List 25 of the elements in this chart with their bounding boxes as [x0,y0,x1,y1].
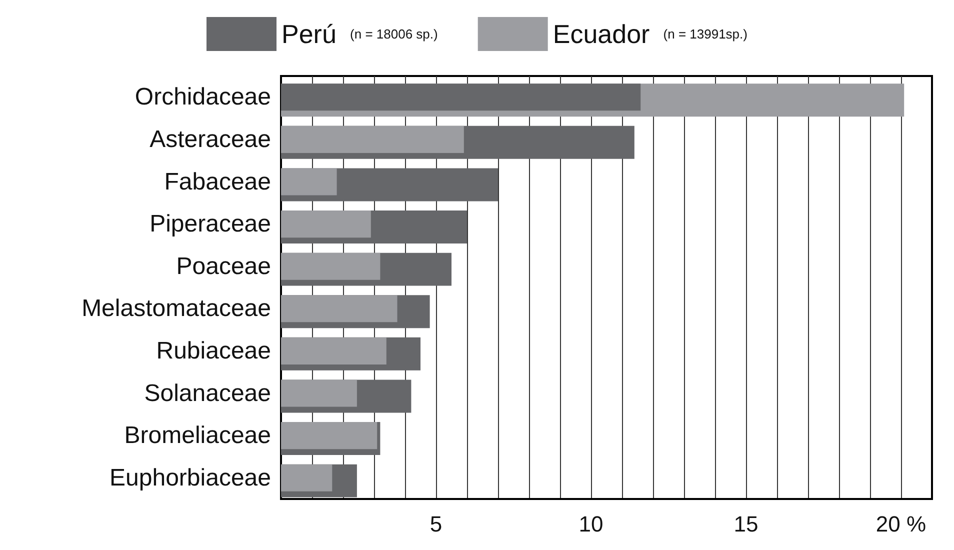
y-tick-label: Fabaceae [164,168,271,196]
bar [281,252,380,280]
y-tick-label: Bromeliaceae [124,422,271,450]
legend-label: Ecuador (n = 13991sp.) [552,19,748,49]
bar [281,295,398,322]
y-tick-label: Piperaceae [150,210,271,238]
y-tick-label: Rubiaceae [156,337,271,364]
y-tick-label: Melastomataceae [82,295,271,322]
bar [281,337,386,364]
y-tick-label: Poaceae [176,252,271,280]
y-tick-label: Asteraceae [150,126,271,153]
y-tick-label: Euphorbiaceae [110,464,271,492]
x-tick-label: 15 [734,512,758,536]
x-tick-label: 5 [430,512,442,536]
y-tick-label: Orchidaceae [134,84,271,111]
bar [281,126,464,153]
bar [281,210,371,238]
bar [281,422,378,450]
x-tick-label: 20 % [876,512,926,536]
bar [281,168,337,196]
x-tick-label: 10 [578,512,604,536]
legend-label: Perú (n = 18006 sp.) [282,19,438,49]
bar [281,380,357,407]
y-tick-label: Solanaceae [144,380,271,407]
bar [281,464,332,492]
